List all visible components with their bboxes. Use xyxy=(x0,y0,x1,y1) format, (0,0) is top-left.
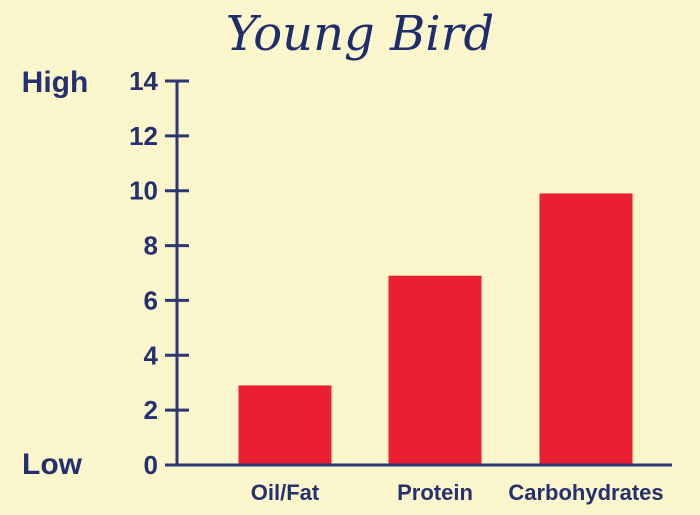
y-tick-label: 8 xyxy=(144,231,158,261)
y-tick-label: 14 xyxy=(129,66,158,96)
x-axis: Oil/Fat Protein Carbohydrates xyxy=(165,463,672,505)
x-tick-label: Carbohydrates xyxy=(508,480,663,505)
bar-carbohydrates xyxy=(539,193,633,465)
y-high-label: High xyxy=(22,66,89,99)
x-tick-label: Protein xyxy=(397,480,473,505)
y-axis: 0 2 4 6 8 10 12 14 xyxy=(129,66,189,480)
bars-group xyxy=(238,193,633,465)
y-tick-label: 0 xyxy=(144,450,158,480)
y-tick-label: 2 xyxy=(144,395,158,425)
x-tick-label: Oil/Fat xyxy=(251,480,320,505)
chart-title: Young Bird xyxy=(226,6,495,62)
y-tick-label: 6 xyxy=(144,285,158,315)
y-low-label: Low xyxy=(22,448,83,481)
bar-oil-fat xyxy=(238,385,332,465)
y-tick-label: 4 xyxy=(144,340,159,370)
y-tick-label: 10 xyxy=(129,176,158,206)
bar-protein xyxy=(388,275,482,465)
y-tick-label: 12 xyxy=(129,121,158,151)
